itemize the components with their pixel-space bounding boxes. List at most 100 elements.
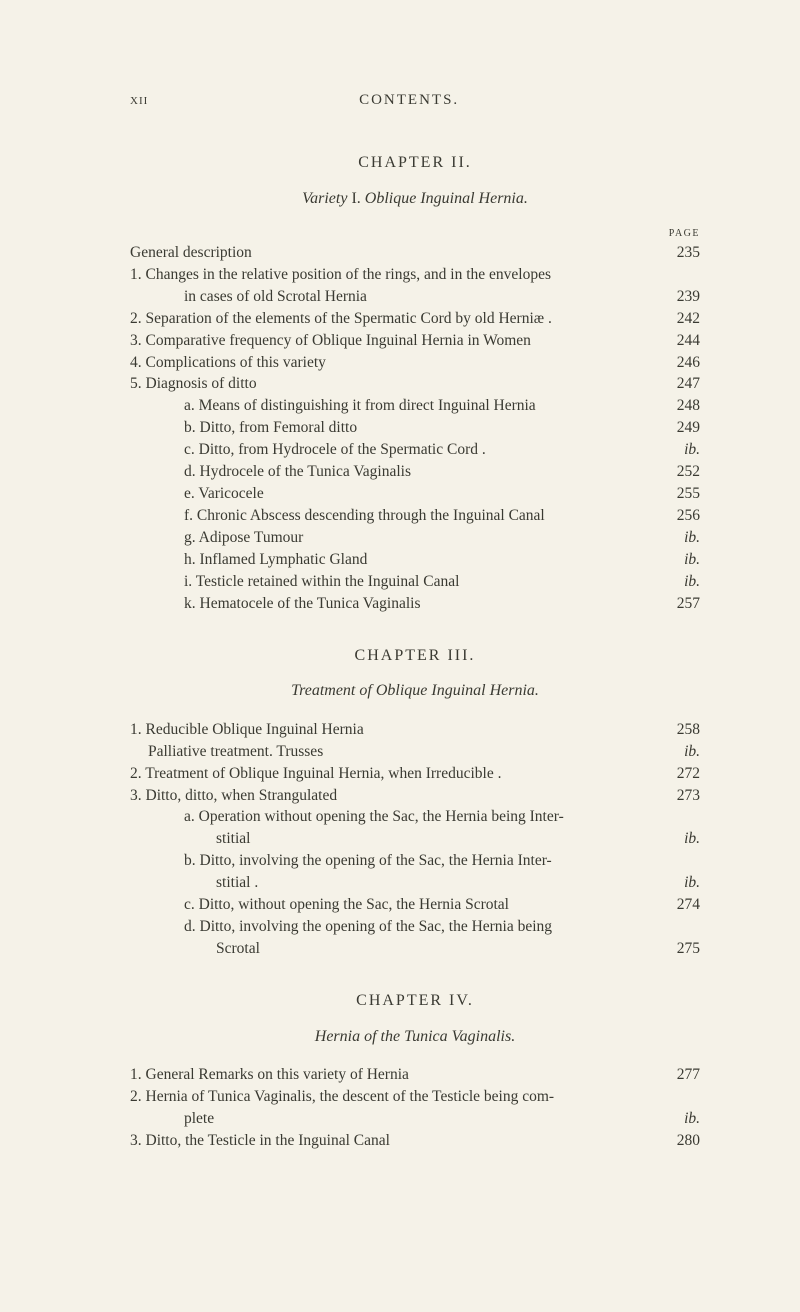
running-title: CONTENTS. <box>359 90 459 110</box>
toc-line: b. Ditto, involving the opening of the S… <box>130 851 700 872</box>
toc-entry-label: stitial . <box>130 873 658 894</box>
toc-entry-label: 1. General Remarks on this variety of He… <box>130 1065 658 1086</box>
toc-entry-page: 246 <box>658 353 700 374</box>
toc-line: a. Operation without opening the Sac, th… <box>130 807 700 828</box>
toc-entry-label: d. Ditto, involving the opening of the S… <box>130 917 658 938</box>
toc-entry-label: g. Adipose Tumour <box>130 528 658 549</box>
toc-line: 3. Ditto, the Testicle in the Inguinal C… <box>130 1131 700 1152</box>
running-head-spacer <box>670 90 700 110</box>
toc-entry-label: c. Ditto, from Hydrocele of the Spermati… <box>130 440 658 461</box>
toc-entry-page: 249 <box>658 418 700 439</box>
toc-entry-page: 235 <box>658 243 700 264</box>
toc-entry-label: 3. Ditto, the Testicle in the Inguinal C… <box>130 1131 658 1152</box>
toc-block-ch3: 1. Reducible Oblique Inguinal Hernia258P… <box>130 720 700 960</box>
page-container: xii CONTENTS. CHAPTER II. Variety I. Obl… <box>0 0 800 1213</box>
toc-line: 1. Reducible Oblique Inguinal Hernia258 <box>130 720 700 741</box>
toc-line: b. Ditto, from Femoral ditto249 <box>130 418 700 439</box>
toc-line: c. Ditto, without opening the Sac, the H… <box>130 895 700 916</box>
toc-entry-page: ib. <box>658 528 700 549</box>
toc-line: d. Hydrocele of the Tunica Vaginalis252 <box>130 462 700 483</box>
running-head: xii CONTENTS. <box>130 90 700 110</box>
toc-entry-page: 256 <box>658 506 700 527</box>
toc-entry-label: Palliative treatment. Trusses <box>130 742 658 763</box>
toc-line: General description235 <box>130 243 700 264</box>
toc-entry-page: ib. <box>658 440 700 461</box>
chapter-subtitle: Hernia of the Tunica Vaginalis. <box>130 1026 700 1048</box>
toc-line: pleteib. <box>130 1109 700 1130</box>
chapter-subtitle: Treatment of Oblique Inguinal Hernia. <box>130 680 700 702</box>
toc-entry-page: 274 <box>658 895 700 916</box>
toc-block-ch4: 1. General Remarks on this variety of He… <box>130 1065 700 1152</box>
toc-line: a. Means of distinguishing it from direc… <box>130 396 700 417</box>
toc-line: stitialib. <box>130 829 700 850</box>
toc-entry-label: Scrotal <box>130 939 658 960</box>
toc-entry-label: c. Ditto, without opening the Sac, the H… <box>130 895 658 916</box>
toc-line: Scrotal275 <box>130 939 700 960</box>
toc-entry-label: 3. Comparative frequency of Oblique Ingu… <box>130 331 658 352</box>
toc-line: Palliative treatment. Trussesib. <box>130 742 700 763</box>
toc-line: 2. Separation of the elements of the Spe… <box>130 309 700 330</box>
toc-entry-page: 255 <box>658 484 700 505</box>
toc-entry-label: a. Means of distinguishing it from direc… <box>130 396 658 417</box>
toc-line: f. Chronic Abscess descending through th… <box>130 506 700 527</box>
toc-entry-label: stitial <box>130 829 658 850</box>
toc-entry-page: ib. <box>658 572 700 593</box>
toc-entry-page: ib. <box>658 742 700 763</box>
subtitle-prefix: Variety <box>302 190 347 207</box>
toc-line: g. Adipose Tumourib. <box>130 528 700 549</box>
toc-line: 5. Diagnosis of ditto247 <box>130 374 700 395</box>
toc-entry-page: ib. <box>658 829 700 850</box>
toc-entry-page: 273 <box>658 786 700 807</box>
toc-entry-label: General description <box>130 243 658 264</box>
toc-line: h. Inflamed Lymphatic Glandib. <box>130 550 700 571</box>
toc-line: 3. Ditto, ditto, when Strangulated273 <box>130 786 700 807</box>
page-column-label: PAGE <box>130 227 700 241</box>
toc-entry-page: 242 <box>658 309 700 330</box>
toc-entry-page: 247 <box>658 374 700 395</box>
chapter-title: CHAPTER II. <box>130 152 700 174</box>
toc-entry-label: 3. Ditto, ditto, when Strangulated <box>130 786 658 807</box>
toc-entry-label: b. Ditto, involving the opening of the S… <box>130 851 658 872</box>
toc-line: 1. General Remarks on this variety of He… <box>130 1065 700 1086</box>
toc-entry-label: a. Operation without opening the Sac, th… <box>130 807 658 828</box>
subtitle-italic: Hernia of the Tunica Vaginalis. <box>315 1028 515 1045</box>
toc-entry-page: 275 <box>658 939 700 960</box>
toc-entry-page: 257 <box>658 594 700 615</box>
toc-block-ch2: General description2351. Changes in the … <box>130 243 700 615</box>
toc-line: e. Varicocele255 <box>130 484 700 505</box>
toc-entry-label: 2. Separation of the elements of the Spe… <box>130 309 658 330</box>
toc-line: 1. Changes in the relative position of t… <box>130 265 700 286</box>
toc-entry-label: e. Varicocele <box>130 484 658 505</box>
toc-entry-label: 4. Complications of this variety <box>130 353 658 374</box>
subtitle-italic: Treatment of Oblique Inguinal Hernia. <box>291 682 539 699</box>
toc-line: 2. Treatment of Oblique Inguinal Hernia,… <box>130 764 700 785</box>
toc-line: k. Hematocele of the Tunica Vaginalis257 <box>130 594 700 615</box>
toc-entry-label: plete <box>130 1109 658 1130</box>
toc-line: 4. Complications of this variety246 <box>130 353 700 374</box>
subtitle-italic: Oblique Inguinal Hernia. <box>365 190 528 207</box>
toc-entry-page: 277 <box>658 1065 700 1086</box>
toc-line: 3. Comparative frequency of Oblique Ingu… <box>130 331 700 352</box>
chapter-title: CHAPTER IV. <box>130 990 700 1012</box>
toc-entry-page: 248 <box>658 396 700 417</box>
toc-entry-page: ib. <box>658 550 700 571</box>
toc-entry-label: h. Inflamed Lymphatic Gland <box>130 550 658 571</box>
chapter-title: CHAPTER III. <box>130 645 700 667</box>
toc-entry-page: 258 <box>658 720 700 741</box>
toc-line: i. Testicle retained within the Inguinal… <box>130 572 700 593</box>
toc-entry-label: 1. Reducible Oblique Inguinal Hernia <box>130 720 658 741</box>
toc-entry-label: 1. Changes in the relative position of t… <box>130 265 658 286</box>
chapter-subtitle: Variety I. Oblique Inguinal Hernia. <box>130 188 700 210</box>
toc-line: d. Ditto, involving the opening of the S… <box>130 917 700 938</box>
toc-entry-label: d. Hydrocele of the Tunica Vaginalis <box>130 462 658 483</box>
toc-entry-page: 244 <box>658 331 700 352</box>
toc-line: in cases of old Scrotal Hernia239 <box>130 287 700 308</box>
toc-entry-page: 252 <box>658 462 700 483</box>
toc-entry-page: 280 <box>658 1131 700 1152</box>
subtitle-roman: I. <box>347 190 364 207</box>
toc-line: c. Ditto, from Hydrocele of the Spermati… <box>130 440 700 461</box>
toc-entry-page: 272 <box>658 764 700 785</box>
toc-line: 2. Hernia of Tunica Vaginalis, the desce… <box>130 1087 700 1108</box>
toc-entry-label: 2. Hernia of Tunica Vaginalis, the desce… <box>130 1087 658 1108</box>
toc-entry-label: 5. Diagnosis of ditto <box>130 374 658 395</box>
